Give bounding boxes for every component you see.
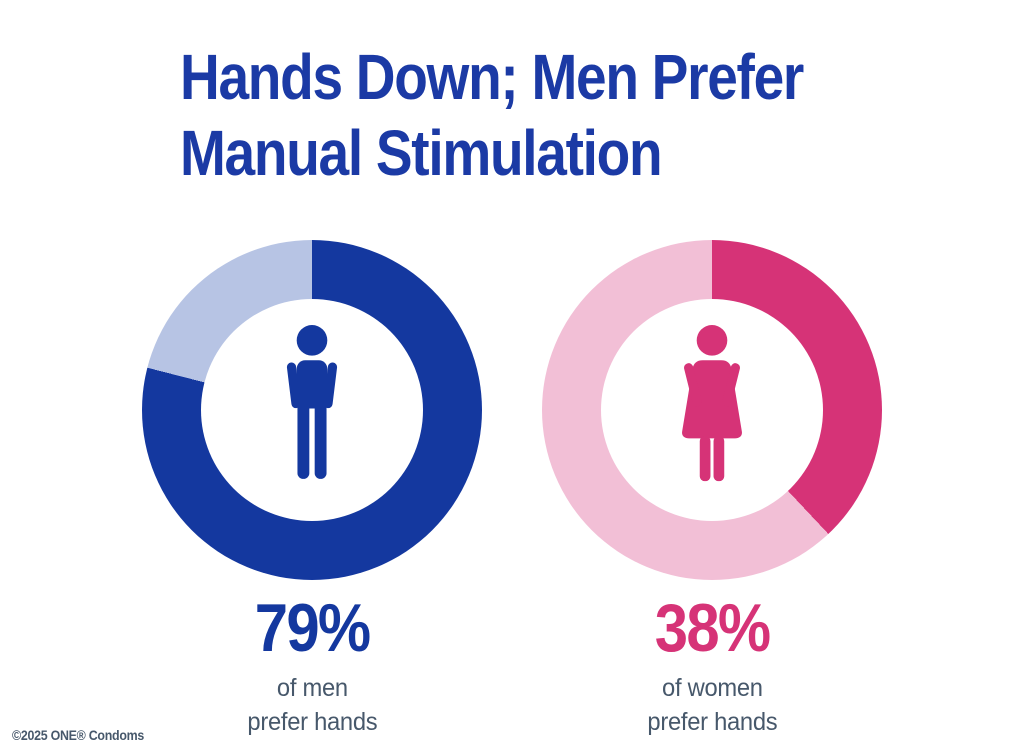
caption-men: of men prefer hands: [247, 672, 377, 740]
donut-hole-women: [601, 299, 823, 521]
title-line-1: Hands Down; Men Prefer: [180, 41, 804, 113]
donut-figure-women: 38% of women prefer hands: [542, 240, 882, 740]
donut-chart-men: [142, 240, 482, 580]
donut-chart-women: [542, 240, 882, 580]
caption-women-line-1: of women: [661, 674, 763, 702]
donut-hole-men: [201, 299, 423, 521]
percent-men: 79%: [254, 590, 371, 666]
title-line-2: Manual Stimulation: [180, 116, 663, 189]
male-icon: [286, 325, 338, 479]
copyright-note: ©2025 ONE® Condoms: [12, 728, 145, 743]
caption-women: of women prefer hands: [647, 672, 777, 740]
charts-row: 79% of men prefer hands: [0, 240, 1024, 740]
female-icon: [682, 325, 742, 482]
caption-men-line-2: prefer hands: [247, 707, 377, 736]
page-title: Hands Down; Men Prefer Manual Stimulatio…: [180, 40, 804, 191]
percent-women: 38%: [654, 590, 771, 666]
caption-men-line-1: of men: [276, 674, 348, 702]
donut-figure-men: 79% of men prefer hands: [142, 240, 482, 740]
caption-women-line-2: prefer hands: [647, 707, 777, 736]
